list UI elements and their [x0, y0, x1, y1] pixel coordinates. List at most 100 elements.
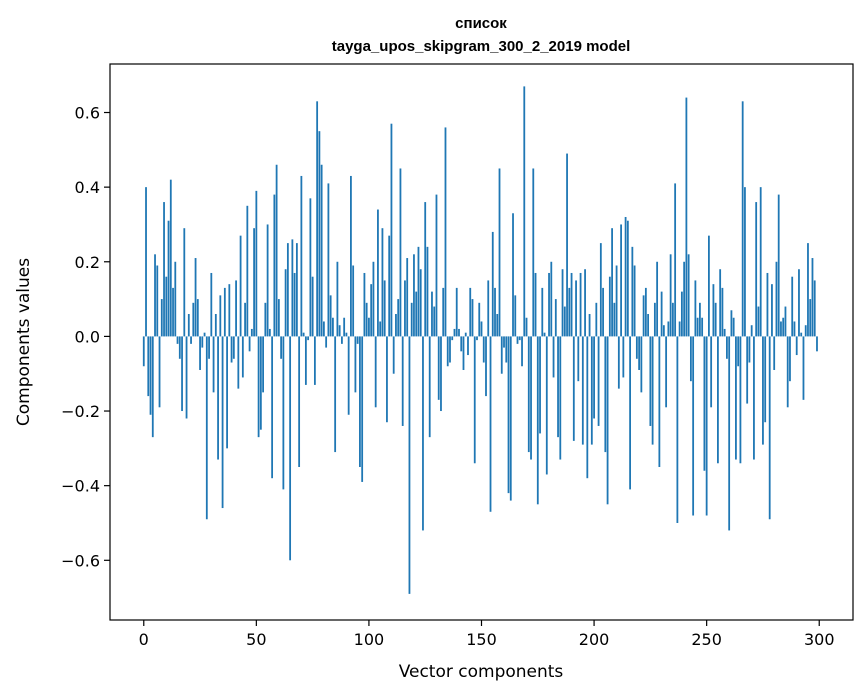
bar-69	[298, 336, 301, 467]
bar-46	[246, 205, 249, 337]
bar-197	[586, 336, 589, 479]
bar-91	[347, 336, 350, 415]
bar-67	[293, 272, 296, 337]
bar-3	[149, 336, 152, 415]
bar-281	[775, 261, 778, 337]
bar-143	[464, 332, 467, 337]
bar-141	[460, 336, 463, 352]
bar-250	[705, 336, 708, 516]
bar-264	[737, 336, 740, 367]
bar-17	[181, 336, 183, 412]
bar-28	[205, 336, 208, 520]
bar-50	[255, 190, 258, 337]
bar-247	[699, 302, 701, 337]
bar-243	[689, 336, 692, 382]
bar-289	[793, 321, 796, 337]
bar-156	[494, 287, 496, 337]
bar-15	[176, 336, 179, 344]
bar-137	[451, 336, 454, 341]
bar-263	[735, 336, 737, 460]
bar-153	[487, 280, 490, 337]
bar-255	[717, 336, 719, 464]
bar-215	[626, 220, 629, 337]
bar-114	[399, 168, 402, 337]
bar-226	[651, 336, 654, 445]
bar-58	[273, 194, 276, 337]
bar-237	[676, 336, 679, 523]
bar-125	[424, 202, 427, 337]
bar-65	[289, 336, 292, 561]
bar-222	[642, 295, 645, 337]
bar-160	[503, 336, 505, 348]
bar-294	[804, 325, 807, 337]
bar-236	[674, 183, 677, 337]
bar-201	[595, 302, 598, 337]
bar-40	[232, 336, 235, 359]
bar-266	[741, 101, 744, 337]
bar-145	[469, 287, 472, 337]
bar-260	[728, 336, 731, 531]
bar-68	[295, 243, 298, 337]
bars-group	[142, 86, 818, 594]
bar-126	[426, 246, 429, 337]
bar-273	[757, 306, 760, 337]
bar-87	[338, 325, 341, 337]
bar-18	[183, 228, 186, 337]
bar-192	[575, 280, 577, 337]
bar-44	[241, 336, 244, 378]
bar-134	[444, 127, 447, 337]
bar-287	[789, 336, 791, 382]
bar-168	[521, 336, 523, 367]
bar-238	[678, 321, 681, 337]
bar-182	[552, 336, 555, 378]
bar-227	[653, 302, 656, 337]
bar-32	[214, 314, 217, 337]
bar-101	[370, 284, 373, 337]
bar-231	[662, 325, 665, 337]
bar-31	[212, 336, 215, 393]
bar-94	[354, 336, 357, 393]
bar-283	[780, 321, 782, 337]
bar-102	[372, 261, 375, 337]
bar-45	[244, 302, 246, 337]
bar-183	[554, 299, 557, 337]
bar-176	[539, 336, 541, 434]
bar-190	[570, 272, 573, 337]
bar-39	[230, 336, 233, 363]
bar-175	[536, 336, 539, 505]
bar-205	[604, 336, 607, 453]
x-tick-label: 0	[139, 630, 149, 649]
bar-187	[563, 306, 566, 337]
x-tick-label: 300	[804, 630, 835, 649]
y-tick-label: 0.6	[75, 104, 100, 123]
bar-2	[147, 336, 150, 397]
bar-189	[568, 287, 571, 337]
bar-179	[545, 336, 548, 475]
bar-275	[762, 336, 764, 445]
bar-61	[280, 336, 283, 359]
bar-117	[406, 258, 409, 337]
bar-33	[217, 336, 219, 460]
bar-108	[386, 336, 388, 423]
bar-8	[160, 299, 163, 337]
bar-194	[579, 272, 582, 337]
bar-223	[644, 287, 647, 337]
bar-290	[795, 336, 798, 356]
bar-35	[221, 336, 224, 509]
bar-54	[264, 302, 267, 337]
bar-97	[361, 336, 364, 482]
bar-131	[437, 336, 440, 400]
bar-248	[701, 317, 704, 337]
bar-186	[561, 269, 564, 337]
bar-84	[332, 317, 334, 337]
bar-25	[199, 336, 201, 370]
bar-124	[422, 336, 424, 531]
bar-42	[237, 336, 240, 389]
bar-88	[341, 336, 343, 344]
bar-169	[523, 86, 526, 337]
bar-14	[174, 261, 177, 337]
bar-217	[631, 246, 634, 337]
bar-159	[500, 336, 503, 374]
x-tick-label: 200	[579, 630, 610, 649]
bar-212	[620, 224, 622, 337]
